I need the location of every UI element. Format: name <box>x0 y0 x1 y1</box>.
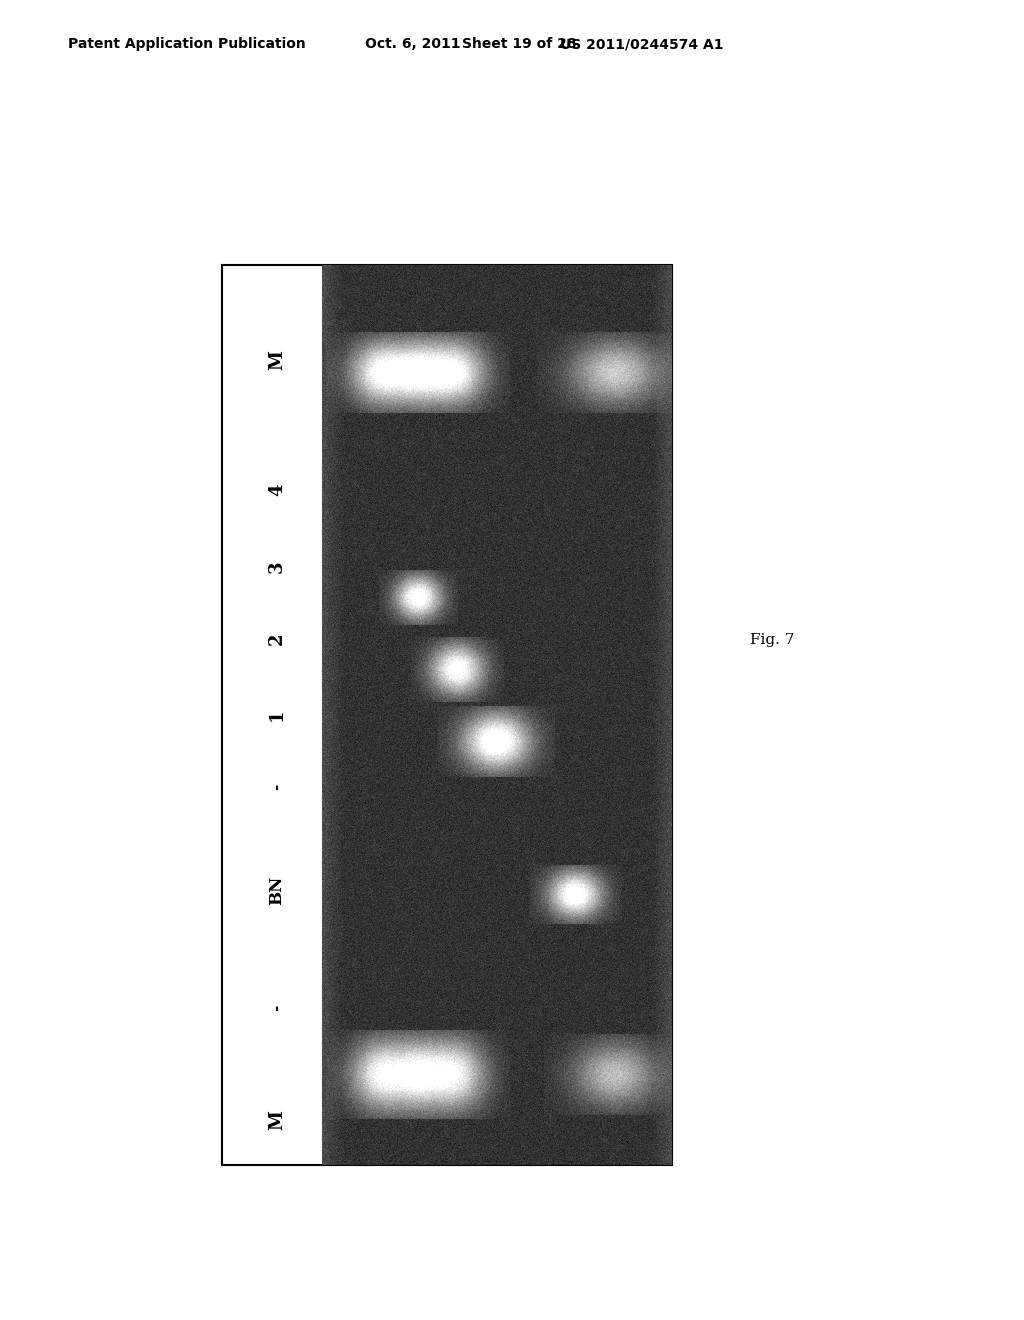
Text: Fig. 7: Fig. 7 <box>750 634 795 647</box>
Text: 3: 3 <box>268 560 286 573</box>
Text: 4: 4 <box>268 483 286 496</box>
Text: Patent Application Publication: Patent Application Publication <box>68 37 306 51</box>
Text: M: M <box>268 350 286 370</box>
Text: -: - <box>270 784 284 791</box>
Text: Sheet 19 of 28: Sheet 19 of 28 <box>462 37 577 51</box>
Text: 2: 2 <box>268 632 286 644</box>
Text: US 2011/0244574 A1: US 2011/0244574 A1 <box>560 37 724 51</box>
Text: M: M <box>268 1110 286 1130</box>
Text: -: - <box>270 1005 284 1011</box>
Text: 1: 1 <box>268 709 286 721</box>
Text: BN: BN <box>268 876 286 906</box>
Bar <box>222 265 672 1166</box>
Text: Oct. 6, 2011: Oct. 6, 2011 <box>365 37 461 51</box>
